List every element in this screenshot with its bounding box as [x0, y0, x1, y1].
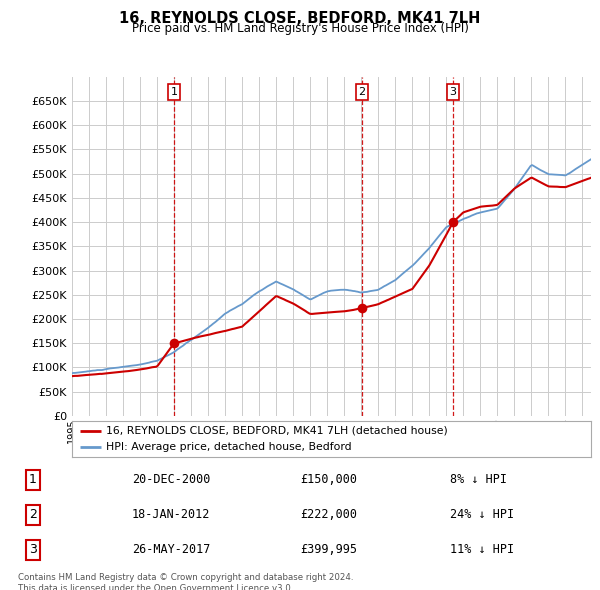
Text: £150,000: £150,000 [300, 473, 357, 486]
Text: 26-MAY-2017: 26-MAY-2017 [132, 543, 211, 556]
Text: 24% ↓ HPI: 24% ↓ HPI [450, 508, 514, 522]
Text: 11% ↓ HPI: 11% ↓ HPI [450, 543, 514, 556]
Text: 18-JAN-2012: 18-JAN-2012 [132, 508, 211, 522]
Text: 1: 1 [170, 87, 178, 97]
Text: 3: 3 [449, 87, 457, 97]
Text: 3: 3 [29, 543, 37, 556]
Text: 2: 2 [359, 87, 365, 97]
Text: 1: 1 [29, 473, 37, 486]
Text: 16, REYNOLDS CLOSE, BEDFORD, MK41 7LH (detached house): 16, REYNOLDS CLOSE, BEDFORD, MK41 7LH (d… [106, 425, 448, 435]
Text: 8% ↓ HPI: 8% ↓ HPI [450, 473, 507, 486]
Text: 20-DEC-2000: 20-DEC-2000 [132, 473, 211, 486]
Text: 16, REYNOLDS CLOSE, BEDFORD, MK41 7LH: 16, REYNOLDS CLOSE, BEDFORD, MK41 7LH [119, 11, 481, 25]
Text: Contains HM Land Registry data © Crown copyright and database right 2024.
This d: Contains HM Land Registry data © Crown c… [18, 573, 353, 590]
Text: HPI: Average price, detached house, Bedford: HPI: Average price, detached house, Bedf… [106, 442, 352, 453]
Text: £222,000: £222,000 [300, 508, 357, 522]
Text: 2: 2 [29, 508, 37, 522]
Text: Price paid vs. HM Land Registry's House Price Index (HPI): Price paid vs. HM Land Registry's House … [131, 22, 469, 35]
Text: £399,995: £399,995 [300, 543, 357, 556]
